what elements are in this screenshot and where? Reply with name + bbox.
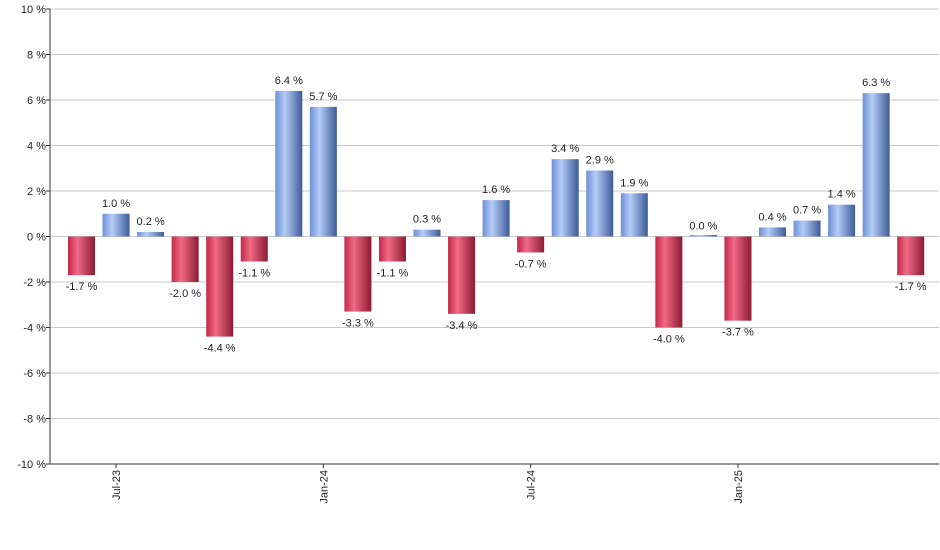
data-label: 1.0 %: [102, 198, 130, 210]
data-label: -2.0 %: [169, 288, 201, 300]
data-label: 1.9 %: [620, 177, 648, 189]
y-tick-label: 6 %: [27, 95, 46, 107]
data-label: 0.4 %: [758, 211, 786, 223]
data-label: -1.7 %: [66, 281, 98, 293]
bar: [517, 236, 545, 253]
data-label: -3.4 %: [446, 320, 478, 332]
bar: [620, 193, 648, 237]
x-tick-label: Jul-24: [526, 470, 538, 500]
y-tick-label: 2 %: [27, 186, 46, 198]
bar: [68, 236, 95, 276]
y-tick-label: 8 %: [27, 50, 46, 62]
x-tick-label: Jan-25: [733, 470, 745, 504]
x-axis-tick-labels: Jul-23 Jan-24 Jul-24 Jan-25: [111, 464, 745, 504]
y-tick-label: -10 %: [17, 459, 46, 471]
y-tick-label: -4 %: [23, 323, 46, 335]
bar: [586, 170, 614, 237]
y-tick-label: 4 %: [27, 141, 46, 153]
bar: [137, 231, 165, 237]
y-axis-tick-labels: -10 % -8 % -6 % -4 % -2 % 0 % 2 % 4 % 6 % 8 % 10 %: [17, 4, 50, 471]
data-label: -1.1 %: [377, 268, 409, 280]
bar: [413, 229, 441, 237]
bar: [482, 200, 510, 237]
bar: [378, 236, 406, 262]
bar: [759, 227, 786, 237]
data-label: -1.1 %: [238, 268, 270, 280]
data-label: -3.3 %: [342, 318, 374, 330]
bar: [655, 236, 683, 328]
bar: [206, 236, 234, 337]
data-label: -3.7 %: [722, 327, 754, 339]
data-label: 2.9 %: [586, 155, 614, 167]
data-label: 3.4 %: [551, 143, 579, 155]
bar: [275, 90, 303, 237]
bar: [344, 236, 372, 312]
bars: [68, 90, 925, 337]
data-label: 5.7 %: [309, 91, 337, 103]
data-label: 0.2 %: [137, 216, 165, 228]
bar: [240, 236, 268, 262]
bar: [793, 220, 821, 237]
bar: [309, 106, 337, 237]
bar: [102, 213, 130, 237]
bar: [897, 236, 925, 276]
y-tick-label: 10 %: [21, 4, 46, 16]
x-tick-label: Jan-24: [318, 470, 330, 504]
x-tick-label: Jul-23: [111, 470, 123, 500]
bar: [862, 93, 890, 237]
data-label: -0.7 %: [515, 258, 547, 270]
bar: [724, 236, 752, 321]
data-label: -4.4 %: [204, 343, 236, 355]
data-label: 0.3 %: [413, 214, 441, 226]
data-label: 0.0 %: [689, 221, 717, 233]
data-labels: -1.7 % 1.0 % 0.2 % -2.0 % -4.4 % -1.1 % 6.4 % 5…: [66, 75, 927, 355]
data-label: -4.0 %: [653, 334, 685, 346]
y-tick-label: 0 %: [27, 232, 46, 244]
bar: [551, 159, 579, 237]
data-label: 6.3 %: [862, 77, 890, 89]
y-tick-label: -2 %: [23, 277, 46, 289]
data-label: 1.6 %: [482, 184, 510, 196]
bar: [689, 235, 717, 237]
y-tick-label: -6 %: [23, 368, 46, 380]
data-label: -1.7 %: [895, 281, 927, 293]
bar: [171, 236, 199, 282]
data-label: 1.4 %: [828, 189, 856, 201]
data-label: 0.7 %: [793, 205, 821, 217]
bar: [828, 204, 856, 237]
data-label: 6.4 %: [275, 75, 303, 87]
bar: [448, 236, 476, 314]
y-tick-label: -8 %: [23, 414, 46, 426]
